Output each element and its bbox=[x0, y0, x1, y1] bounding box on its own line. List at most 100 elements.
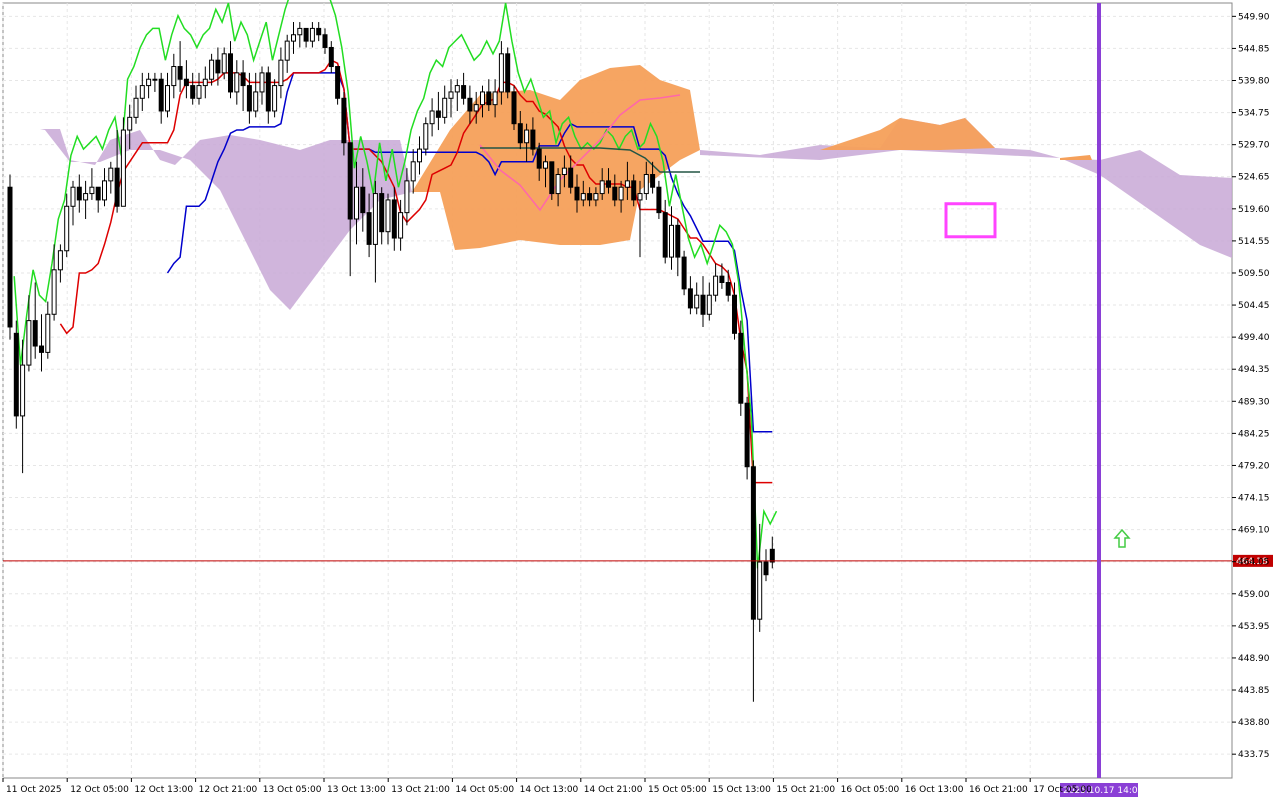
bull-candle-body bbox=[221, 53, 227, 74]
candle bbox=[662, 199, 668, 264]
bear-candle-body bbox=[763, 561, 769, 576]
candle bbox=[102, 168, 107, 207]
candle bbox=[391, 187, 397, 251]
candle bbox=[108, 161, 114, 194]
y-tick-label: 489.30 bbox=[1238, 397, 1270, 407]
bear-candle-body bbox=[662, 212, 668, 258]
x-tick-label: 13 Oct 05:00 bbox=[263, 785, 322, 795]
bear-candle-body bbox=[316, 27, 322, 36]
candle bbox=[505, 47, 511, 99]
plot-frame bbox=[2, 2, 1233, 779]
bear-candle-body bbox=[461, 85, 467, 99]
bear-candle-body bbox=[725, 282, 731, 296]
bear-candle-body bbox=[681, 256, 687, 290]
y-tick-label: 549.90 bbox=[1238, 12, 1270, 22]
bear-candle-body bbox=[650, 174, 656, 188]
candle bbox=[423, 117, 429, 156]
candle bbox=[259, 66, 265, 105]
candle bbox=[417, 136, 422, 175]
bull-candle-body bbox=[429, 110, 435, 125]
bull-candle-body bbox=[398, 212, 404, 239]
bull-candle-body bbox=[454, 85, 460, 93]
candle bbox=[183, 60, 189, 99]
bull-candle-body bbox=[694, 294, 700, 309]
candle bbox=[637, 180, 643, 258]
bull-candle-body bbox=[442, 97, 448, 118]
x-tick-label: 15 Oct 05:00 bbox=[648, 785, 707, 795]
candle bbox=[51, 244, 57, 321]
bear-candle-body bbox=[505, 53, 511, 93]
bear-candle-body bbox=[687, 288, 693, 309]
bear-candle-body bbox=[360, 186, 366, 214]
bull-candle-body bbox=[555, 174, 561, 195]
bear-candle-body bbox=[335, 66, 341, 99]
bear-candle-body bbox=[606, 180, 611, 188]
bull-candle-body bbox=[480, 91, 485, 106]
bull-candle-body bbox=[561, 167, 567, 176]
bull-candle-body bbox=[259, 72, 265, 93]
candle bbox=[272, 79, 278, 118]
candle bbox=[360, 168, 366, 232]
candle bbox=[228, 41, 233, 99]
candle bbox=[681, 250, 687, 296]
x-tick-label: 13 Oct 13:00 bbox=[327, 785, 386, 795]
bearish-cloud bbox=[40, 129, 412, 310]
bull-candle-body bbox=[593, 193, 599, 201]
candle bbox=[57, 244, 63, 283]
candle bbox=[454, 79, 460, 111]
candle bbox=[517, 110, 523, 150]
y-tick-label: 494.35 bbox=[1238, 365, 1270, 375]
bull-candle-body bbox=[45, 313, 51, 353]
bear-candle-body bbox=[700, 294, 706, 315]
candle bbox=[89, 168, 95, 200]
candle bbox=[309, 22, 315, 48]
current-price-label: 464.18 bbox=[1236, 557, 1268, 567]
bear-candle-body bbox=[13, 332, 19, 417]
bull-candle-body bbox=[643, 174, 649, 195]
candle bbox=[593, 187, 599, 207]
bull-candle-body bbox=[524, 129, 530, 144]
candle bbox=[70, 180, 76, 226]
bull-candle-body bbox=[423, 123, 429, 150]
bull-candle-body bbox=[202, 78, 208, 87]
candle bbox=[209, 53, 215, 86]
candle bbox=[152, 72, 158, 92]
bull-candle-body bbox=[624, 180, 630, 188]
candle bbox=[253, 72, 259, 118]
span-a-line bbox=[479, 94, 681, 212]
candle bbox=[158, 72, 164, 124]
bull-candle-body bbox=[498, 53, 504, 93]
candle bbox=[196, 72, 202, 105]
candles bbox=[7, 22, 775, 702]
candle bbox=[291, 22, 296, 54]
candle bbox=[127, 104, 133, 150]
candle bbox=[385, 193, 391, 245]
candle bbox=[448, 79, 454, 118]
bull-candle-body bbox=[234, 72, 240, 93]
candle bbox=[650, 161, 656, 194]
kijun-line bbox=[166, 72, 773, 433]
y-tick-label: 438.80 bbox=[1238, 718, 1270, 728]
bull-candle-body bbox=[278, 59, 284, 87]
bear-candle-body bbox=[322, 34, 328, 48]
candle bbox=[555, 168, 561, 207]
overlays: 464.18 2025.10.17 14:00 bbox=[3, 3, 1273, 797]
candle bbox=[303, 27, 309, 48]
bear-candle-body bbox=[549, 161, 555, 195]
candle bbox=[467, 85, 473, 124]
bear-candle-body bbox=[303, 27, 309, 42]
y-tick-label: 443.85 bbox=[1238, 686, 1270, 696]
bull-candle-body bbox=[473, 104, 479, 112]
bear-candle-body bbox=[631, 180, 637, 201]
bull-candle-body bbox=[669, 224, 674, 258]
bull-candle-body bbox=[102, 180, 107, 201]
ichimoku-lines bbox=[13, 0, 778, 569]
bull-candle-body bbox=[385, 199, 391, 233]
candle bbox=[769, 536, 775, 569]
bullish-cloud-sliver bbox=[1060, 155, 1092, 160]
bull-candle-body bbox=[146, 78, 152, 87]
bear-candle-body bbox=[744, 402, 750, 468]
candle bbox=[618, 180, 624, 213]
highlight-box bbox=[944, 202, 997, 239]
